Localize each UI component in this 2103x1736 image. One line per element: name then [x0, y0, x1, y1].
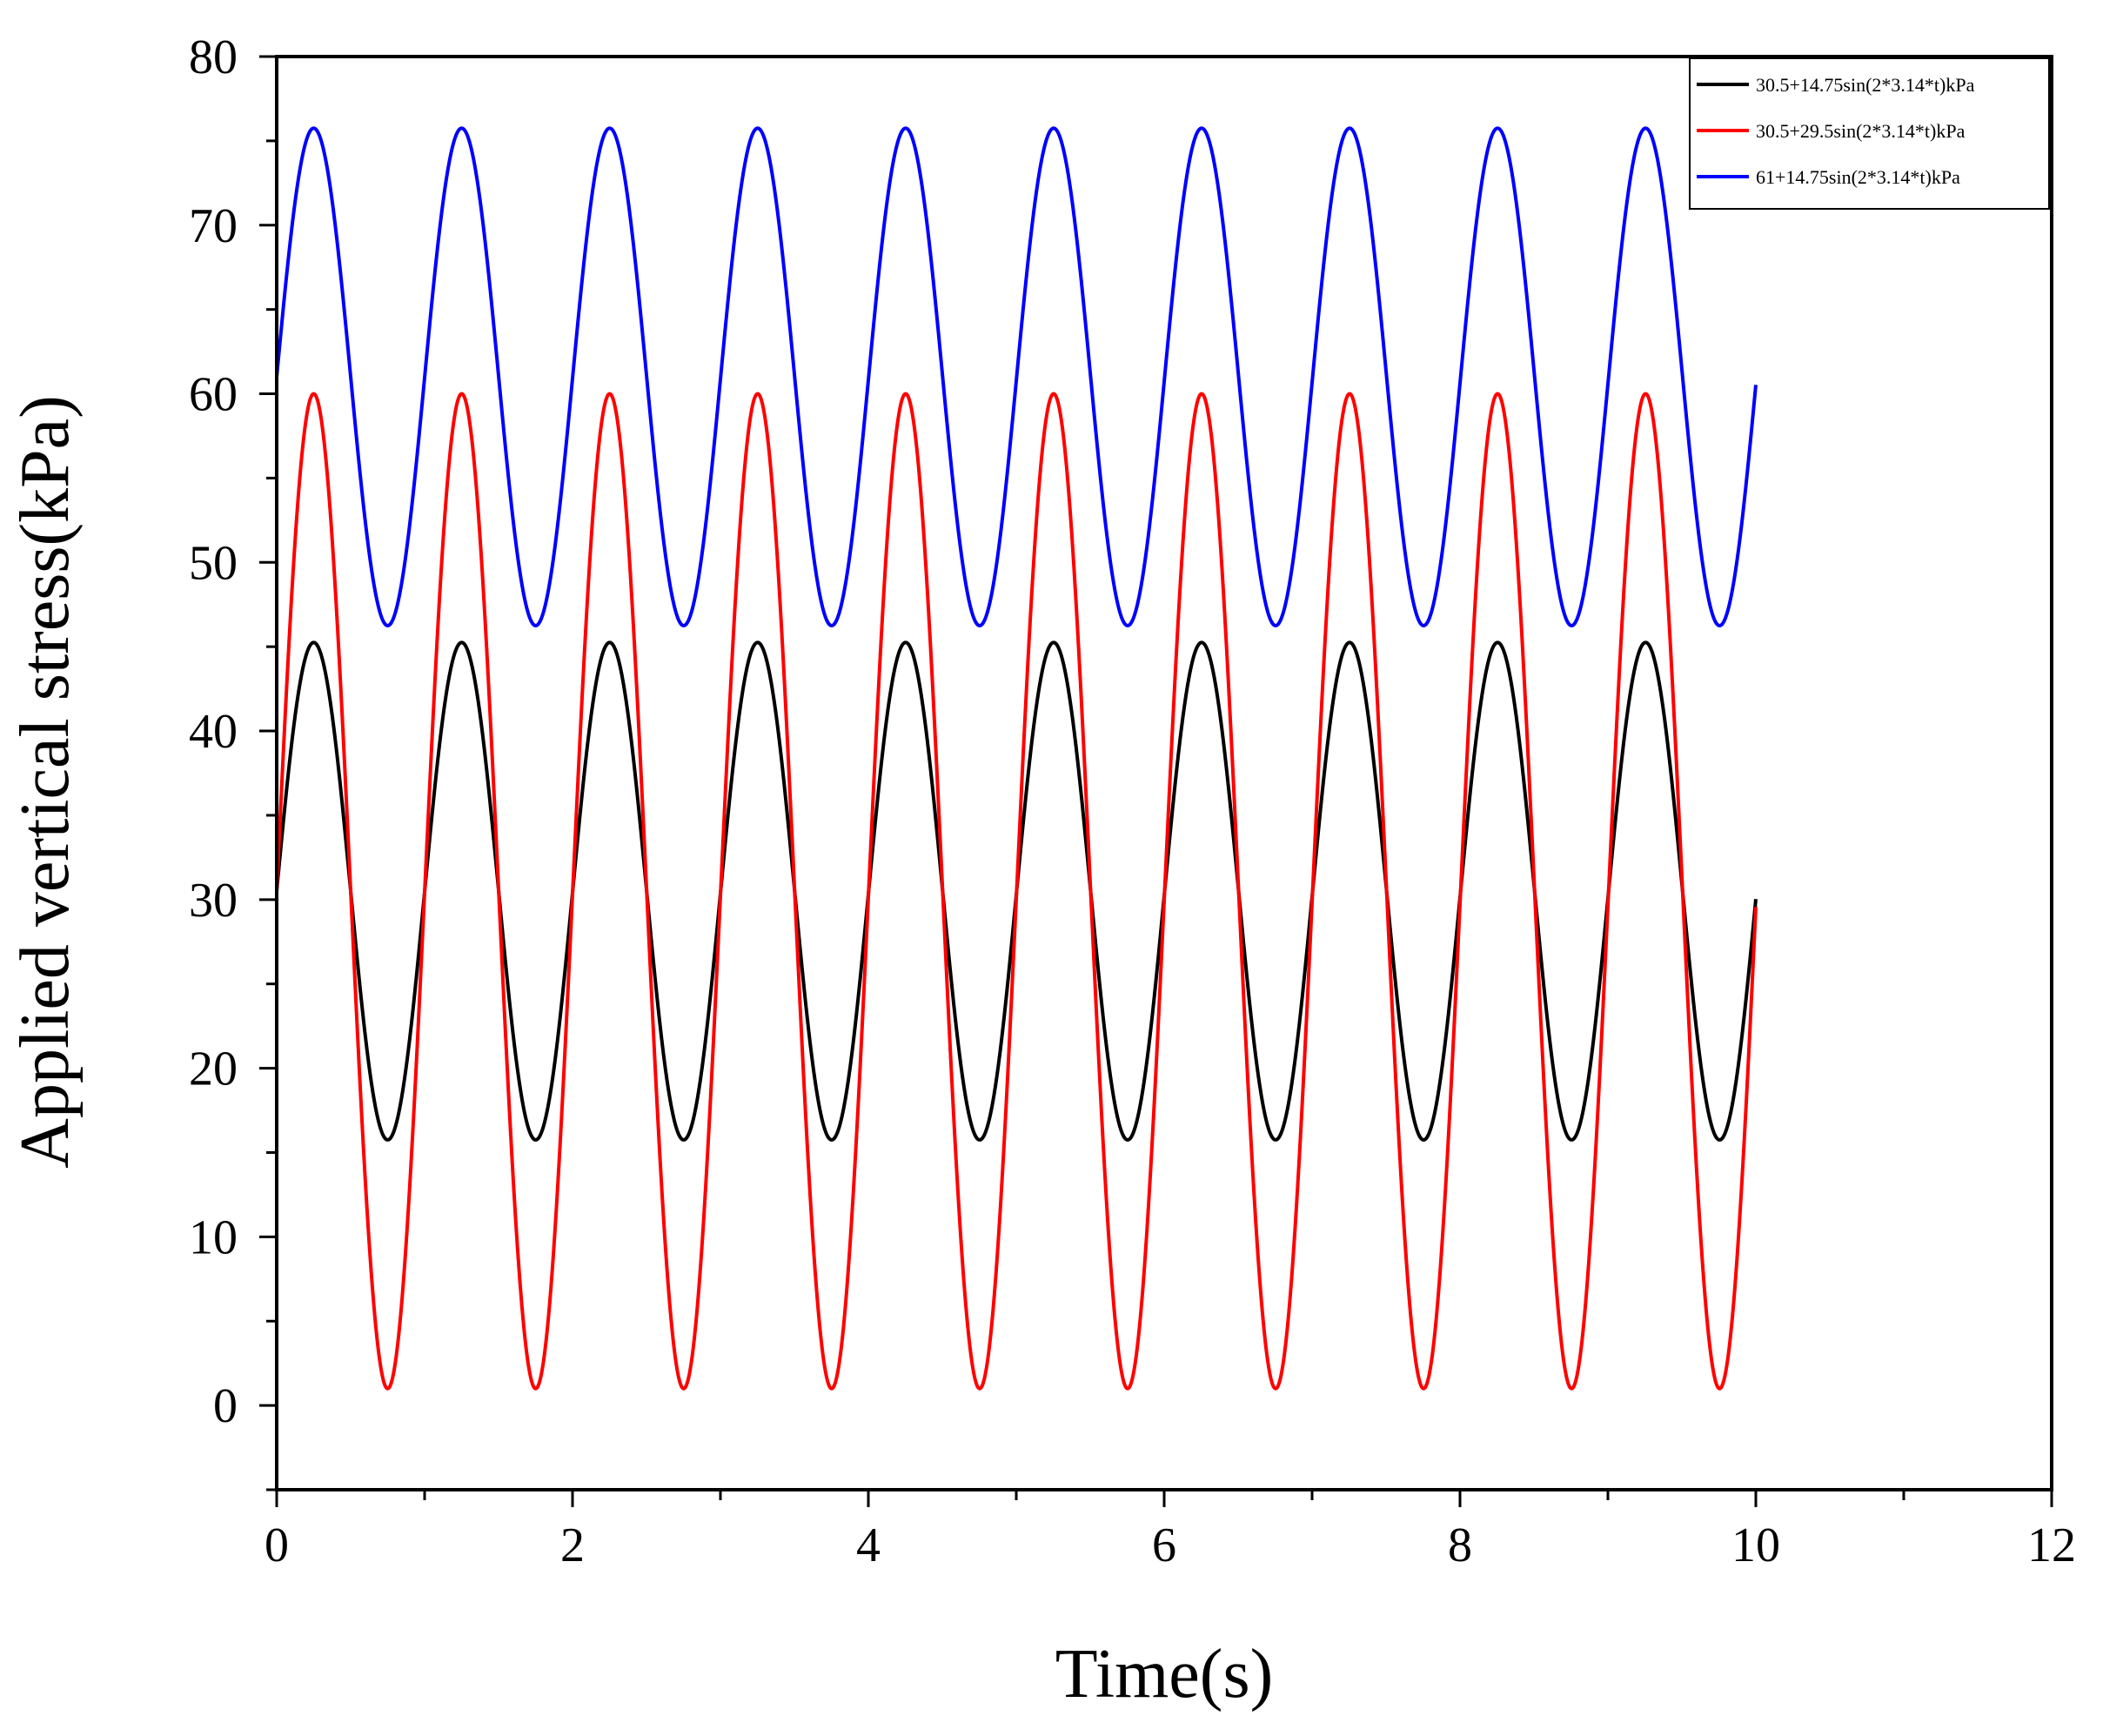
y-tick-label: 50 [189, 536, 238, 590]
y-tick-label: 20 [189, 1042, 238, 1096]
series-layer [275, 126, 1758, 1391]
x-tick-label: 12 [2027, 1518, 2076, 1572]
ticks-layer [259, 55, 2053, 1507]
y-tick-label: 80 [189, 30, 238, 84]
series-line-3 [275, 126, 1758, 627]
plot-frame [275, 55, 2053, 1491]
legend-label-2: 30.5+29.5sin(2*3.14*t)kPa [1756, 120, 1966, 142]
y-tick-label: 0 [213, 1379, 238, 1433]
legend: 30.5+14.75sin(2*3.14*t)kPa 30.5+29.5sin(2… [1689, 57, 2050, 210]
x-tick-label: 2 [560, 1518, 585, 1572]
x-tick-label: 10 [1731, 1518, 1780, 1572]
y-tick-label: 70 [189, 199, 238, 253]
labels-layer: 0 2 4 6 8 10 12 0 10 20 30 40 50 60 70 80 [189, 30, 2076, 1572]
y-tick-label: 30 [189, 874, 238, 928]
x-tick-label: 6 [1152, 1518, 1176, 1572]
x-tick-label: 8 [1448, 1518, 1472, 1572]
legend-box [1689, 57, 2050, 210]
legend-label-1: 30.5+14.75sin(2*3.14*t)kPa [1756, 74, 1975, 96]
series-line-2 [275, 392, 1758, 1391]
y-tick-label: 60 [189, 368, 238, 422]
x-tick-label: 4 [856, 1518, 881, 1572]
y-axis-title: Applied vertical stress(kPa) [7, 395, 84, 1169]
y-tick-label: 10 [189, 1210, 238, 1264]
x-tick-label: 0 [265, 1518, 289, 1572]
x-axis-title: Time(s) [1055, 1636, 1273, 1713]
legend-label-3: 61+14.75sin(2*3.14*t)kPa [1756, 166, 1960, 188]
legend-items: 30.5+14.75sin(2*3.14*t)kPa 30.5+29.5sin(2… [1697, 74, 1975, 188]
y-tick-label: 40 [189, 705, 238, 759]
